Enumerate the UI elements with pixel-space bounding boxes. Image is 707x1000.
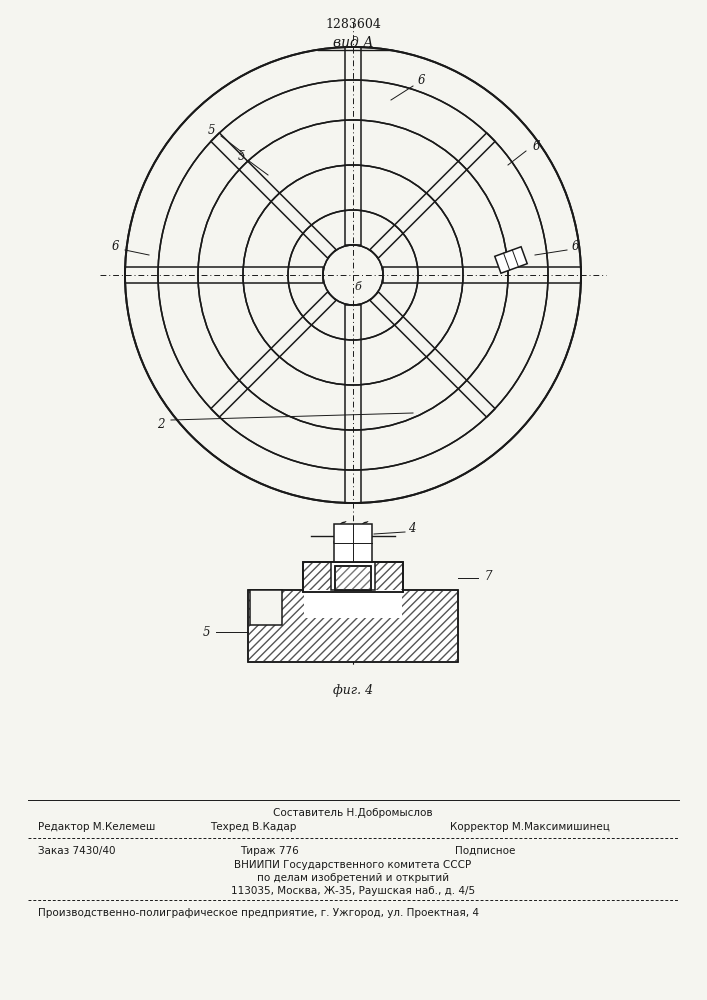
- Bar: [335, 566, 371, 590]
- Text: Подписное: Подписное: [455, 846, 515, 856]
- Text: вид А: вид А: [333, 36, 373, 50]
- Bar: [495, 247, 527, 273]
- Text: Тираж 776: Тираж 776: [240, 846, 299, 856]
- Text: по делам изобретений и открытий: по делам изобретений и открытий: [257, 873, 449, 883]
- Text: Корректор М.Максимишинец: Корректор М.Максимишинец: [450, 822, 610, 832]
- Bar: [248, 590, 458, 662]
- Text: 113035, Москва, Ж-35, Раушская наб., д. 4/5: 113035, Москва, Ж-35, Раушская наб., д. …: [231, 886, 475, 896]
- Text: Производственно-полиграфическое предприятие, г. Ужгород, ул. Проектная, 4: Производственно-полиграфическое предприя…: [38, 908, 479, 918]
- Text: 2: 2: [157, 418, 165, 432]
- Text: 6: 6: [571, 240, 579, 253]
- Text: фиг. 3: фиг. 3: [333, 535, 373, 548]
- Bar: [303, 562, 403, 592]
- Text: 6: 6: [417, 74, 425, 87]
- Bar: [248, 590, 458, 662]
- Bar: [303, 562, 403, 592]
- Text: 6: 6: [111, 240, 119, 253]
- Text: 4: 4: [408, 522, 416, 536]
- Bar: [335, 566, 371, 590]
- Text: Заказ 7430/40: Заказ 7430/40: [38, 846, 115, 856]
- Text: 5: 5: [238, 150, 245, 163]
- Text: ВНИИПИ Государственного комитета СССР: ВНИИПИ Государственного комитета СССР: [235, 860, 472, 870]
- Text: 5: 5: [202, 626, 210, 639]
- Bar: [304, 590, 402, 618]
- Text: б - б: б - б: [338, 522, 368, 536]
- Bar: [334, 524, 372, 562]
- Text: 1283604: 1283604: [325, 18, 381, 31]
- Bar: [335, 566, 371, 590]
- Text: Составитель Н.Добромыслов: Составитель Н.Добромыслов: [273, 808, 433, 818]
- Text: Редактор М.Келемеш: Редактор М.Келемеш: [38, 822, 156, 832]
- Bar: [303, 562, 403, 592]
- Bar: [248, 590, 458, 662]
- Text: 7: 7: [484, 570, 492, 584]
- Text: б: б: [355, 282, 361, 292]
- Bar: [331, 562, 375, 590]
- Text: Техред В.Кадар: Техред В.Кадар: [210, 822, 296, 832]
- Bar: [303, 562, 403, 592]
- Text: фиг. 4: фиг. 4: [333, 684, 373, 697]
- Bar: [250, 590, 282, 625]
- Text: 5: 5: [207, 123, 215, 136]
- Text: 6: 6: [532, 140, 539, 153]
